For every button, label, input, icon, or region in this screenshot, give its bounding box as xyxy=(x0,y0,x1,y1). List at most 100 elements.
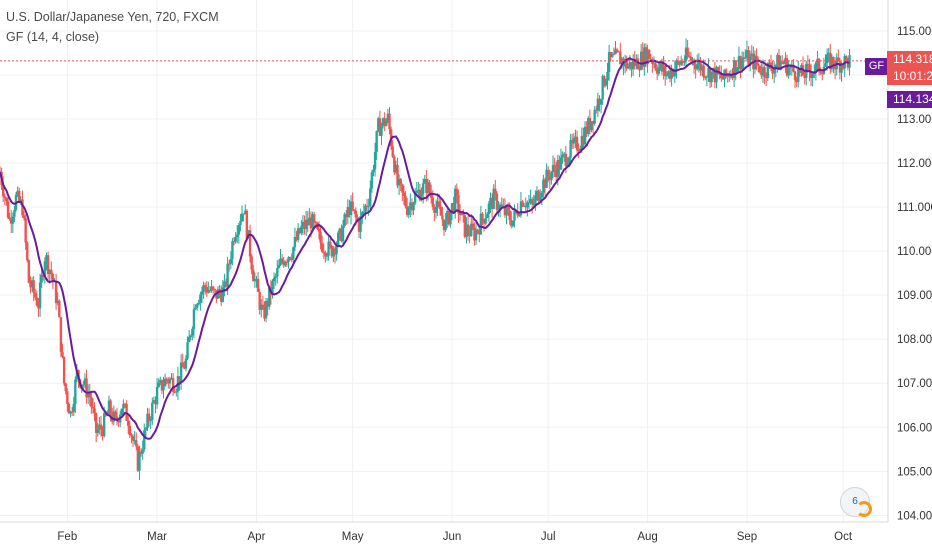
candle-body xyxy=(361,212,364,217)
candle-body xyxy=(543,179,547,188)
candle-body xyxy=(213,289,216,291)
candle-body xyxy=(237,225,241,235)
candle-body xyxy=(74,379,77,404)
candle-body xyxy=(160,379,164,391)
candle-body xyxy=(183,367,186,369)
candle-body xyxy=(673,69,677,77)
x-tick-label: Aug xyxy=(637,531,657,543)
candle-body xyxy=(128,425,132,436)
candle-body xyxy=(463,215,467,237)
time-axis[interactable]: Feb Mar Apr May Jun Jul Aug Sep Oct xyxy=(57,531,852,543)
candle-body xyxy=(428,182,431,194)
candle-body xyxy=(457,195,460,214)
candle-body xyxy=(486,214,489,218)
candle-body xyxy=(447,211,451,225)
candle-body xyxy=(734,60,737,74)
candle-body xyxy=(239,221,242,226)
candle-body xyxy=(296,228,300,241)
candle-body xyxy=(72,403,75,412)
candle-body xyxy=(277,265,281,269)
candle-body xyxy=(598,98,601,105)
candle-body xyxy=(24,218,27,243)
candle-body xyxy=(444,219,447,231)
candle-body xyxy=(439,206,442,216)
candle-body xyxy=(123,403,127,405)
candle-body xyxy=(529,199,532,203)
bar-countdown-tag: 10:01:23 xyxy=(887,68,932,85)
candle-body xyxy=(628,62,632,67)
candle-body xyxy=(572,138,576,144)
candle-body xyxy=(211,286,215,290)
candle-body xyxy=(322,251,325,253)
candle-body xyxy=(21,199,24,216)
candle-body xyxy=(343,214,346,227)
x-tick-label: Feb xyxy=(57,531,77,543)
candle-body xyxy=(93,408,96,414)
candle-body xyxy=(837,57,840,61)
symbol-legend[interactable]: U.S. Dollar/Japanese Yen, 720, FXCM xyxy=(6,10,219,24)
candle-body xyxy=(27,260,31,283)
indicator-legend[interactable]: GF (14, 4, close) xyxy=(6,30,100,44)
candle-body xyxy=(402,192,406,197)
candle-body xyxy=(728,75,731,78)
candle-body xyxy=(707,67,710,77)
candle-body xyxy=(149,420,152,422)
candle-body xyxy=(681,61,685,63)
candle-body xyxy=(362,211,366,213)
candle-body xyxy=(3,196,7,198)
last-price-tag: 114.318 xyxy=(887,51,932,68)
candle-body xyxy=(710,71,713,83)
y-tick-label: 115.000 xyxy=(897,26,932,38)
candle-body xyxy=(381,118,385,126)
y-tick-label: 111.000 xyxy=(897,202,932,214)
candle-body xyxy=(482,219,486,224)
candle-body xyxy=(359,216,362,232)
candle-body xyxy=(798,69,802,73)
candle-body xyxy=(226,263,229,287)
candle-body xyxy=(824,63,827,67)
candle-body xyxy=(179,362,183,383)
candle-body xyxy=(216,289,220,299)
candle-body xyxy=(94,413,98,433)
candle-body xyxy=(644,47,648,65)
candle-body xyxy=(6,200,10,218)
candle-body xyxy=(665,75,669,77)
candle-body xyxy=(284,262,287,266)
candle-body xyxy=(721,78,725,80)
candle-body xyxy=(328,241,332,246)
candle-body xyxy=(460,211,463,216)
candle-body xyxy=(380,125,383,136)
candle-body xyxy=(548,176,551,181)
candle-body xyxy=(649,58,652,60)
candle-body xyxy=(441,215,444,220)
candle-body xyxy=(423,178,426,184)
candle-body xyxy=(495,193,499,210)
candle-body xyxy=(646,49,649,65)
candle-body xyxy=(32,280,35,294)
candle-body xyxy=(229,259,233,264)
candle-body xyxy=(102,413,106,437)
candle-body xyxy=(688,56,691,58)
candle-body xyxy=(550,172,553,181)
candle-body xyxy=(197,302,200,305)
candle-body xyxy=(264,300,268,319)
candle-body xyxy=(86,393,90,398)
price-axis[interactable]: 104.000 105.000 106.000 107.000 108.000 109.0… xyxy=(897,26,932,523)
candle-body xyxy=(781,61,784,63)
candle-body xyxy=(287,257,290,263)
candle-body xyxy=(178,376,181,383)
y-tick-label: 109.000 xyxy=(897,290,932,302)
candle-body xyxy=(144,427,148,431)
candle-body xyxy=(300,226,303,234)
candle-body xyxy=(417,189,420,191)
candle-body xyxy=(663,65,667,77)
candle-body xyxy=(219,292,223,302)
candle-body xyxy=(662,65,665,72)
candle-body xyxy=(43,261,47,278)
flag-logo-icon[interactable]: 6 xyxy=(840,487,872,517)
candle-body xyxy=(388,113,391,130)
candle-body xyxy=(399,178,402,185)
candle-body xyxy=(147,413,151,422)
candle-body xyxy=(61,351,64,357)
